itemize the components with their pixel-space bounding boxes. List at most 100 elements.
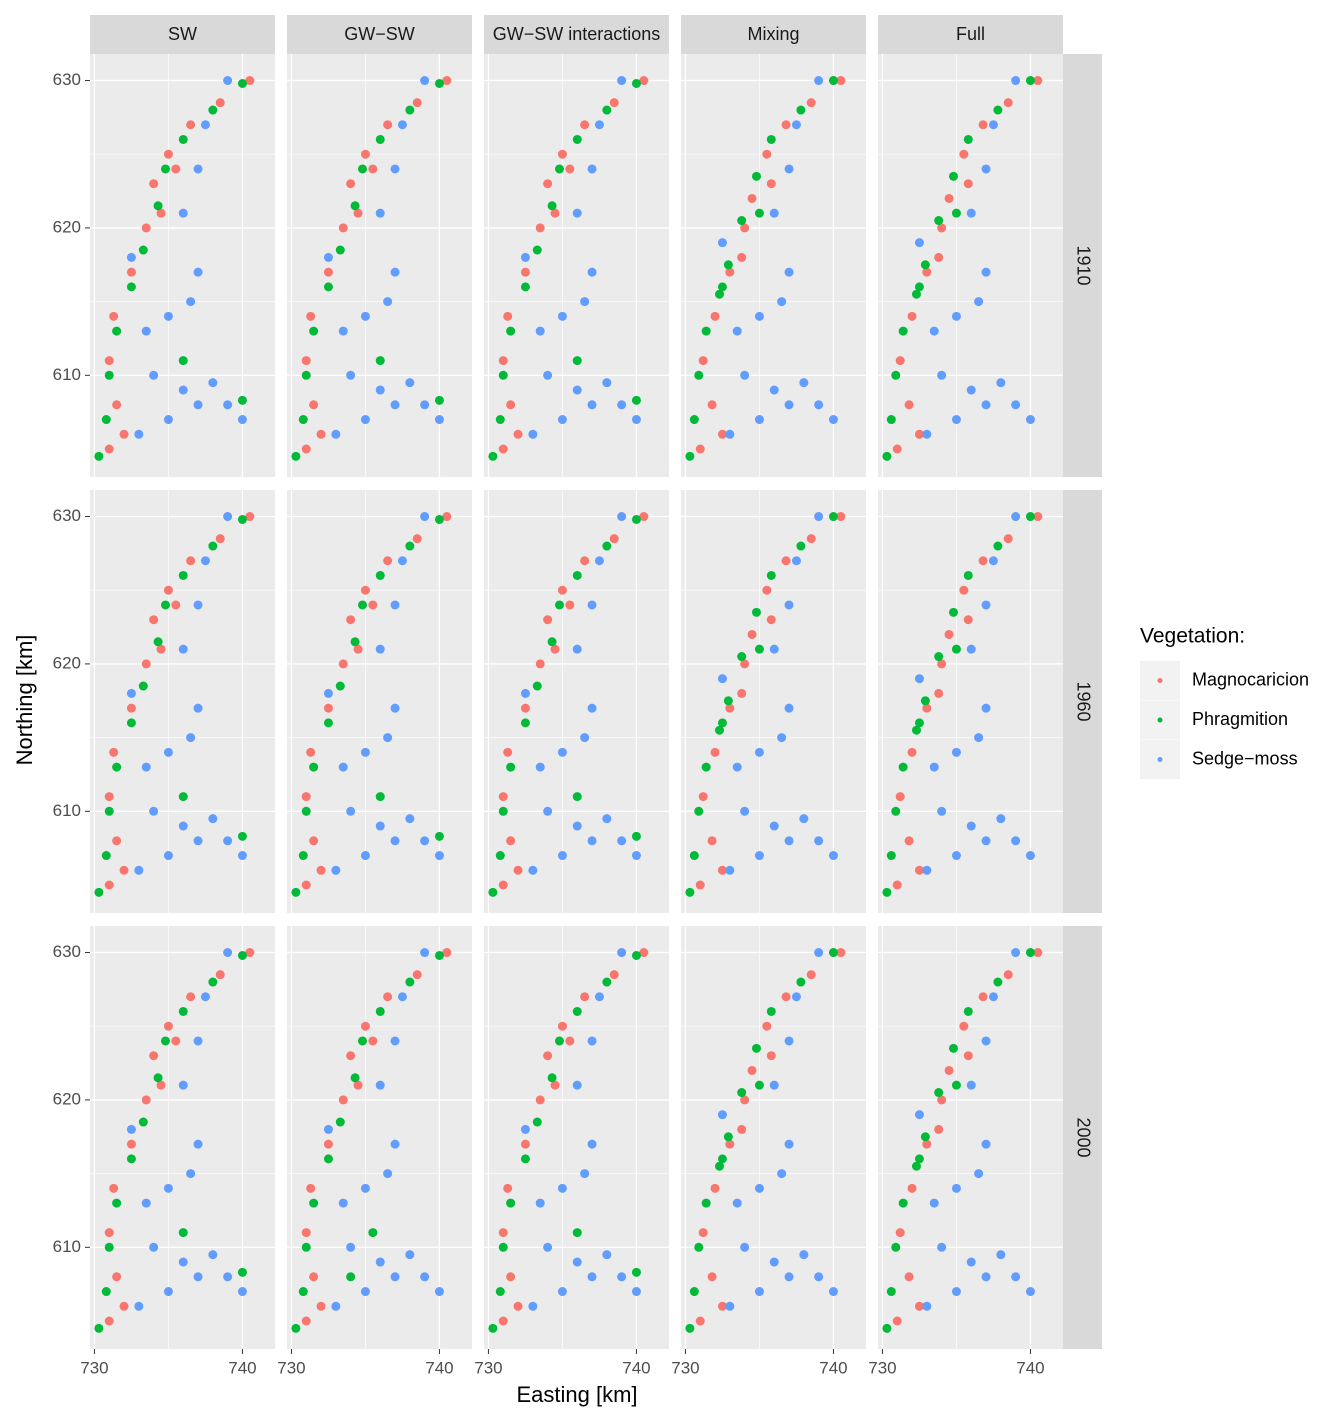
point: [639, 512, 649, 522]
point: [929, 762, 939, 772]
point: [762, 585, 772, 595]
point: [631, 1267, 641, 1277]
point: [163, 415, 173, 425]
point: [163, 747, 173, 757]
point: [747, 193, 757, 203]
point: [357, 1036, 367, 1046]
point: [420, 400, 430, 410]
point: [689, 1287, 699, 1297]
point: [94, 451, 104, 461]
point: [506, 400, 516, 410]
point: [331, 429, 341, 439]
point: [698, 1228, 708, 1238]
panel-background: [878, 490, 1063, 913]
point: [766, 615, 776, 625]
point: [323, 1139, 333, 1149]
point: [572, 356, 582, 366]
point: [911, 725, 921, 735]
point: [498, 1228, 508, 1238]
point: [914, 1110, 924, 1120]
point: [572, 1080, 582, 1090]
point: [237, 1267, 247, 1277]
point: [532, 681, 542, 691]
point: [922, 1139, 932, 1149]
point: [694, 806, 704, 816]
point: [717, 1301, 727, 1311]
point: [937, 1242, 947, 1252]
point: [937, 223, 947, 233]
point: [934, 1124, 944, 1134]
point: [375, 570, 385, 580]
point: [981, 164, 991, 174]
y-tick-label: 630: [53, 942, 81, 961]
point: [784, 1139, 794, 1149]
point: [134, 1301, 144, 1311]
point: [126, 1124, 136, 1134]
point: [528, 429, 538, 439]
point: [828, 851, 838, 861]
point: [163, 1021, 173, 1031]
point: [316, 429, 326, 439]
point: [963, 1006, 973, 1016]
point: [138, 681, 148, 691]
point: [587, 400, 597, 410]
point: [920, 696, 930, 706]
point: [725, 267, 735, 277]
point: [112, 836, 122, 846]
point: [346, 1272, 356, 1282]
y-tick-label: 630: [53, 506, 81, 525]
point: [694, 370, 704, 380]
point: [828, 415, 838, 425]
x-tick-label: 730: [671, 1358, 699, 1377]
point: [725, 1301, 735, 1311]
point: [557, 1021, 567, 1031]
point: [149, 806, 159, 816]
point: [520, 1154, 530, 1164]
point: [814, 836, 824, 846]
legend-label: Phragmition: [1192, 709, 1288, 729]
point: [717, 238, 727, 248]
point: [587, 1139, 597, 1149]
point: [895, 1228, 905, 1238]
point: [717, 1154, 727, 1164]
point: [171, 164, 181, 174]
point: [442, 76, 452, 86]
point: [346, 615, 356, 625]
point: [966, 644, 976, 654]
point: [104, 1242, 114, 1252]
point: [119, 1301, 129, 1311]
point: [306, 1183, 316, 1193]
point: [335, 681, 345, 691]
point: [934, 1088, 944, 1098]
point: [160, 1036, 170, 1046]
point: [390, 600, 400, 610]
point: [163, 1183, 173, 1193]
point: [156, 208, 166, 218]
point: [904, 1272, 914, 1282]
point: [554, 600, 564, 610]
point: [963, 570, 973, 580]
point: [186, 297, 196, 307]
point: [323, 282, 333, 292]
point: [375, 356, 385, 366]
point: [498, 792, 508, 802]
point: [309, 836, 319, 846]
point: [886, 415, 896, 425]
row-label: 2000: [1073, 1117, 1093, 1157]
point: [631, 415, 641, 425]
point: [725, 429, 735, 439]
point: [390, 1036, 400, 1046]
point: [323, 718, 333, 728]
point: [390, 400, 400, 410]
point: [631, 1287, 641, 1297]
point: [535, 659, 545, 669]
point: [368, 600, 378, 610]
point: [694, 1242, 704, 1252]
point: [397, 992, 407, 1002]
point: [769, 644, 779, 654]
point: [353, 208, 363, 218]
point: [208, 105, 218, 115]
point: [434, 1287, 444, 1297]
point: [762, 1021, 772, 1031]
point: [892, 1316, 902, 1326]
